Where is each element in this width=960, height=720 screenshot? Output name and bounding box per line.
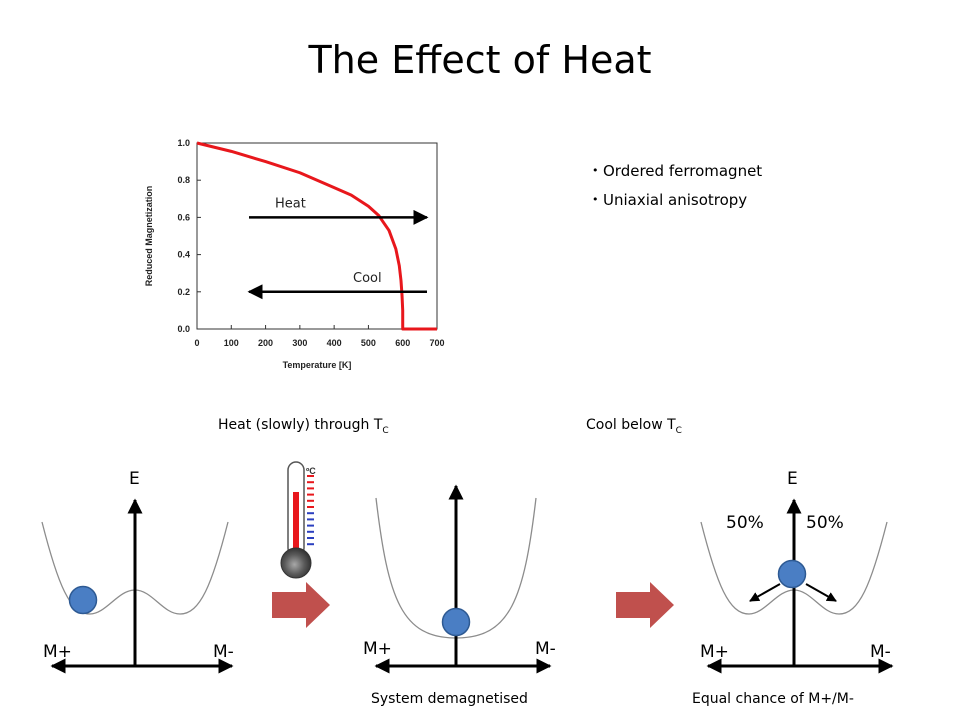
m-plus-label: M+ [700, 642, 729, 662]
magnet-ball [68, 585, 98, 615]
y-tick-label: 0.8 [177, 175, 190, 185]
y-tick-label: 0.0 [177, 324, 190, 334]
y-tick-label: 1.0 [177, 138, 190, 148]
x-axis-label: Temperature [K] [283, 360, 352, 370]
caption-system-demagnetised: System demagnetised [371, 691, 528, 707]
thermometer-unit-label: ºC [306, 466, 316, 476]
panel-middle: M+ M- [363, 484, 556, 674]
magnet-ball [441, 607, 471, 637]
panel-left: E M+ M- [41, 469, 234, 674]
caption-cool-below-tc: Cool below TC [586, 417, 682, 436]
caption-heat-through-tc: Heat (slowly) through TC [218, 417, 389, 436]
x-tick-label: 100 [224, 338, 239, 348]
x-tick-label: 400 [327, 338, 342, 348]
panel-right: E M+ M- 50% 50% [700, 469, 894, 674]
x-tick-label: 0 [194, 338, 199, 348]
m-plus-label: M+ [43, 642, 72, 662]
arrow-to-m-plus [749, 583, 781, 602]
m-minus-label: M- [870, 642, 891, 662]
y-axis-label: Reduced Magnetization [144, 186, 154, 287]
heat-label: Heat [275, 196, 306, 211]
energy-label: E [129, 469, 140, 489]
x-tick-label: 600 [395, 338, 410, 348]
y-tick-label: 0.4 [177, 250, 190, 260]
y-tick-label: 0.2 [177, 287, 190, 297]
energy-label: E [787, 469, 798, 489]
x-tick-label: 300 [292, 338, 307, 348]
arrow-to-m-minus [805, 583, 837, 602]
caption-equal-chance: Equal chance of M+/M- [692, 691, 854, 707]
magnetization-chart: 0 100 200 300 400 500 600 700 0.0 0.2 0.4 0.6 0.8 1.… [144, 138, 445, 370]
magnetization-curve [196, 141, 437, 331]
cool-label: Cool [353, 271, 382, 286]
percent-left-label: 50% [726, 513, 764, 533]
bullet-item: Uniaxial anisotropy [592, 189, 762, 218]
m-plus-label: M+ [363, 639, 392, 659]
bullet-list: Ordered ferromagnet Uniaxial anisotropy [592, 160, 762, 218]
magnet-ball [777, 559, 807, 589]
percent-right-label: 50% [806, 513, 844, 533]
y-tick-label: 0.6 [177, 212, 190, 222]
x-tick-label: 200 [258, 338, 273, 348]
m-minus-label: M- [535, 639, 556, 659]
x-tick-label: 700 [429, 338, 444, 348]
chart-frame [196, 142, 438, 330]
x-tick-label: 500 [361, 338, 376, 348]
thermometer-icon: ºC [280, 461, 316, 579]
block-arrow-right [616, 582, 674, 628]
block-arrow-right [272, 582, 330, 628]
page-title: The Effect of Heat [308, 38, 652, 82]
m-minus-label: M- [213, 642, 234, 662]
bullet-item: Ordered ferromagnet [592, 160, 762, 189]
